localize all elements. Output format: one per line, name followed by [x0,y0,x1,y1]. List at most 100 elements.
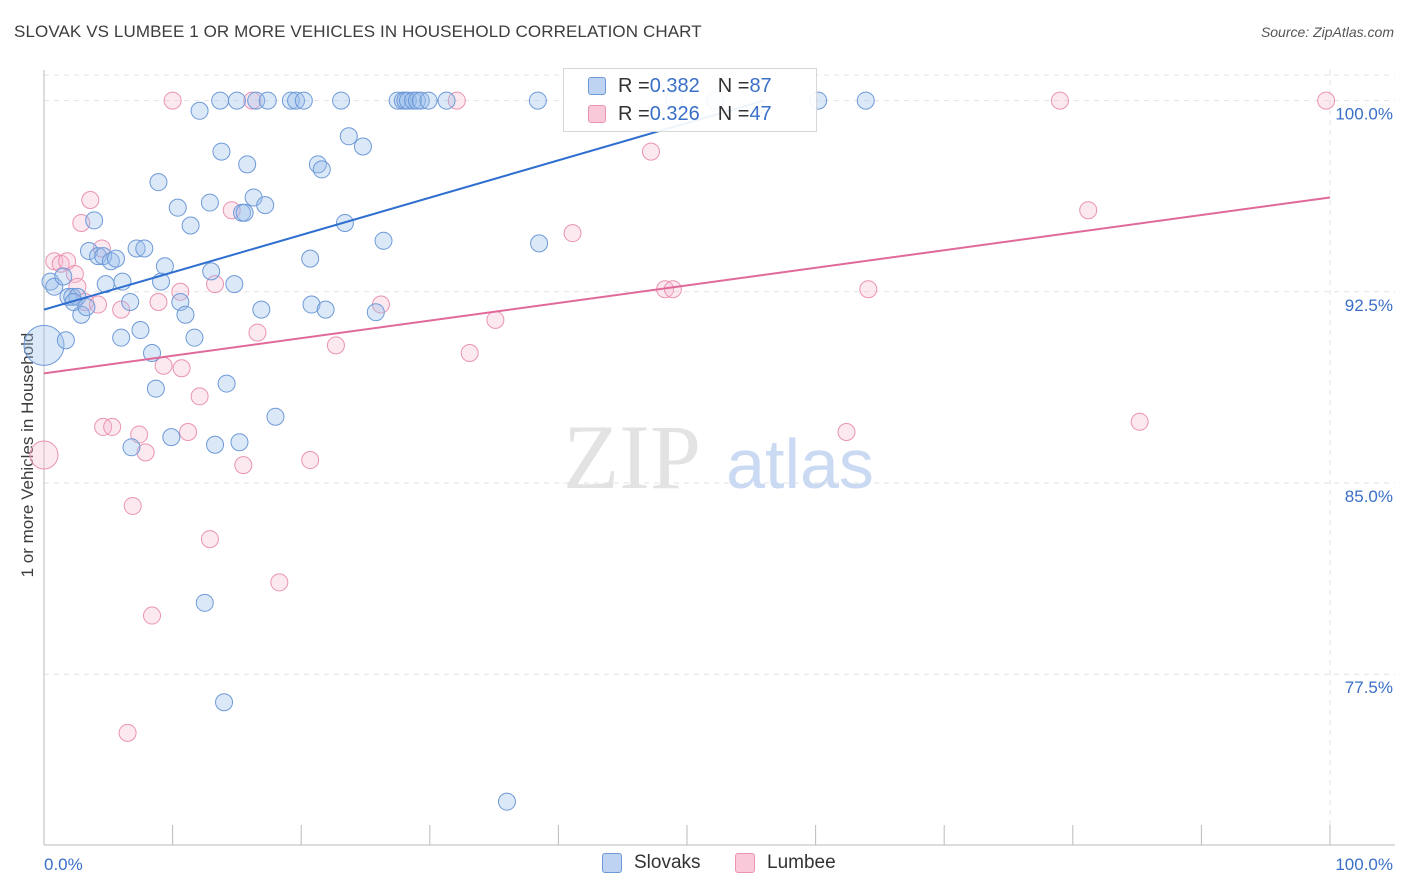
slovaks-point [131,321,150,340]
axes [43,70,1395,846]
legend-r-label: R = [618,74,650,97]
slovaks-point [135,239,154,258]
slovaks-legend-swatch [602,853,622,873]
slovaks-point [146,379,165,398]
slovaks-point [404,91,423,110]
slovaks-point [287,91,306,110]
slovaks-point [206,435,225,454]
lumbee-point [163,91,182,110]
lumbee-point [112,300,131,319]
slovaks-point [353,137,372,156]
legend-n-value-lumbee: 47 [749,102,772,125]
slovaks-point [77,298,96,317]
legend-row-slovaks: R = 0.382 N = 87 [588,74,772,98]
lumbee-point [94,417,113,436]
lumbee-point [248,323,267,342]
tick-labels: 77.5% 85.0% 92.5% 100.0% 0.0% 100.0% [44,105,1393,874]
legend-n-value-slovaks: 87 [749,74,772,97]
lumbee-point [1079,201,1098,220]
slovaks-trend-line [43,99,765,311]
lumbee-point [118,723,137,742]
slovaks-point [332,91,351,110]
legend-n-label: N = [717,102,750,125]
slovaks-point [23,324,65,366]
slovaks-point [530,234,549,253]
watermark-zip: ZIP [563,406,701,508]
lumbee-point [179,423,198,442]
slovaks-point [122,438,141,457]
slovaks-point [856,91,875,110]
lumbee-point [149,292,168,311]
lumbee-point [68,277,87,296]
lumbee-point [563,224,582,243]
lumbee-point [1050,91,1069,110]
lumbee-point [460,343,479,362]
series-legend: Slovaks Lumbee [0,852,1406,876]
chart-title: SLOVAK VS LUMBEE 1 OR MORE VEHICLES IN H… [14,22,702,41]
slovaks-point [437,91,456,110]
slovaks-point [238,155,257,174]
legend-r-value-slovaks: 0.382 [649,74,700,97]
slovaks-point [80,242,99,261]
slovaks-point [388,91,407,110]
slovaks-point [181,216,200,235]
y-tick-label-3: 100.0% [1335,105,1393,124]
lumbee-point [663,280,682,299]
slovaks-point [235,203,254,222]
legend-item-lumbee[interactable]: Lumbee [735,852,836,874]
slovaks-point [225,275,244,294]
slovaks-point [211,91,230,110]
slovaks-point [528,91,547,110]
legend-item-slovaks[interactable]: Slovaks [602,852,701,874]
source-label: Source: ZipAtlas.com [1260,24,1394,40]
watermark-atlas: atlas [726,425,874,503]
lumbee-point [326,336,345,355]
lumbee-point [136,443,155,462]
legend-n-label: N = [717,74,750,97]
x-tick-label-min: 0.0% [44,855,83,874]
slovaks-point [149,173,168,192]
slovaks-point [127,239,146,258]
slovaks-point [398,91,417,110]
slovaks-point [302,295,321,314]
slovaks-point [281,91,300,110]
y-tick-label-0: 77.5% [1345,678,1393,697]
lumbee-point [301,451,320,470]
slovaks-point [162,428,181,447]
slovaks-point [374,231,393,250]
slovaks-point [195,593,214,612]
legend-row-lumbee: R = 0.326 N = 47 [588,102,772,126]
slovaks-point [266,407,285,426]
slovaks-point [312,160,331,179]
slovaks-point [101,252,120,271]
slovaks-point [190,101,209,120]
slovaks-point [301,249,320,268]
lumbee-point [103,417,122,436]
slovaks-point [56,331,75,350]
slovaks-point [294,91,313,110]
series-lumbee [29,91,1336,742]
lumbee-point [270,573,289,592]
lumbee-point [234,456,253,475]
lumbee-point [837,423,856,442]
slovaks-point [107,249,126,268]
slovaks-point [252,300,271,319]
legend-r-value-lumbee: 0.326 [649,102,700,125]
correlation-legend: R = 0.382 N = 87 R = 0.326 N = 47 [563,68,817,132]
slovaks-point [185,328,204,347]
slovaks-point [85,211,104,230]
x-tick-label-max: 100.0% [1335,855,1393,874]
legend-label-slovaks: Slovaks [634,852,701,873]
lumbee-point [200,530,219,549]
lumbee-point [29,440,59,470]
lumbee-point [81,191,100,210]
slovaks-swatch [588,77,606,95]
slovaks-point [411,91,430,110]
slovaks-point [212,142,231,161]
slovaks-point [202,262,221,281]
watermark: ZIP atlas [563,406,874,508]
lumbee-point [1317,91,1336,110]
slovaks-point [258,91,277,110]
slovaks-point [497,792,516,811]
slovaks-point [54,267,73,286]
